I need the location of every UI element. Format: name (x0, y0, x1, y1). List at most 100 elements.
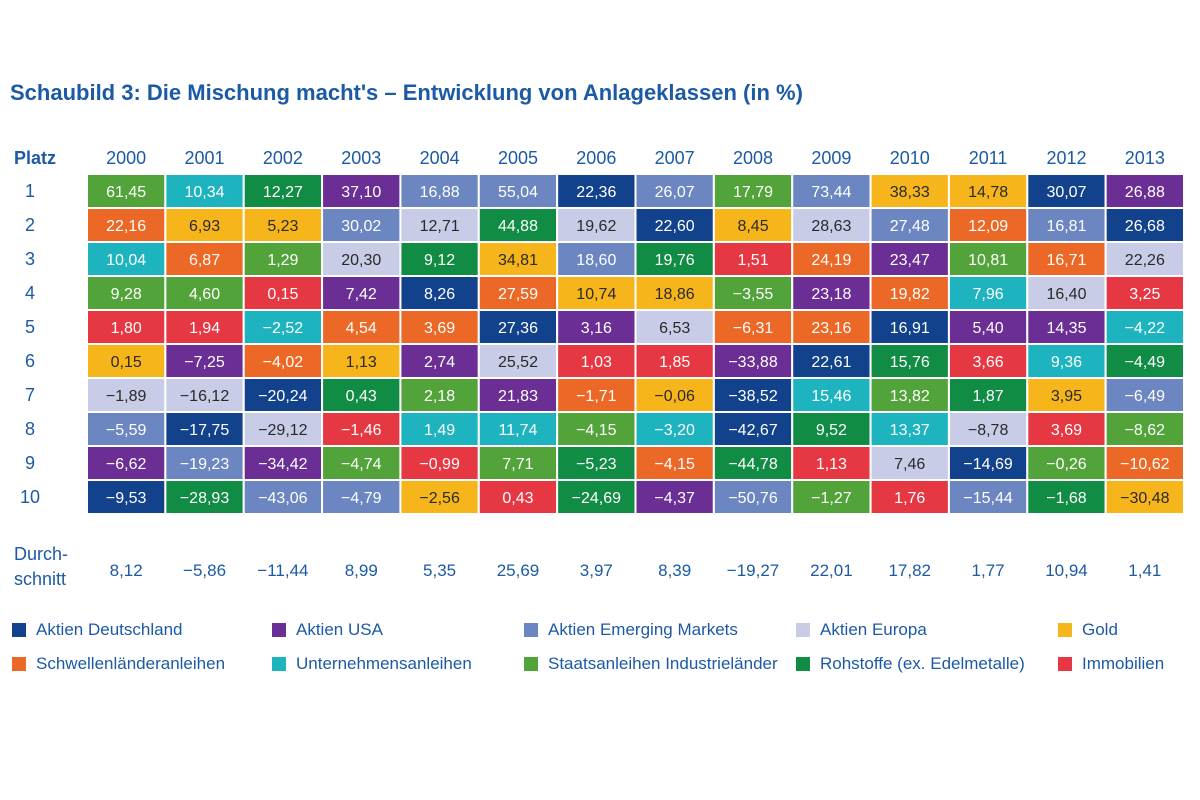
cell-value: 5,40 (973, 320, 1004, 337)
legend-label: Aktien Europa (820, 620, 927, 639)
table-cell (791, 241, 872, 277)
table-cell (86, 173, 167, 209)
cell-value: 55,04 (498, 184, 538, 201)
cell-value: 19,62 (576, 218, 616, 235)
cell-value: 9,28 (111, 286, 142, 303)
cell-value: 7,46 (894, 456, 925, 473)
cell-value: −1,27 (811, 490, 852, 507)
table-cell (164, 275, 245, 311)
table-cell (86, 207, 167, 243)
cell-value: −6,49 (1125, 388, 1166, 405)
cell-value: 24,19 (811, 252, 851, 269)
cell-value: −4,22 (1125, 320, 1166, 337)
table-cell (1026, 241, 1107, 277)
cell-value: 14,35 (1046, 320, 1086, 337)
legend: Aktien Deutschland Aktien USA Aktien Emerg… (12, 620, 1192, 680)
legend-label: Aktien Emerging Markets (548, 620, 738, 639)
legend-label: Staatsanleihen Industrieländer (548, 654, 778, 673)
year-header: 2012 (1046, 148, 1086, 168)
year-header: 2011 (969, 148, 1008, 168)
cell-value: −4,02 (263, 354, 304, 371)
cell-value: 26,68 (1125, 218, 1165, 235)
year-header: 2002 (263, 148, 303, 168)
table-cell (242, 173, 324, 209)
cell-value: 8,45 (737, 218, 768, 235)
cell-value: 22,60 (655, 218, 695, 235)
legend-label: Gold (1082, 620, 1118, 639)
cell-value: 3,95 (1051, 388, 1082, 405)
cell-value: −20,24 (258, 388, 307, 405)
cell-value: 2,74 (424, 354, 455, 371)
cell-value: −4,37 (654, 490, 695, 507)
table-cell (556, 309, 637, 345)
cell-value: 1,03 (581, 354, 612, 371)
legend-label: Aktien Deutschland (36, 620, 183, 639)
cell-value: 26,88 (1125, 184, 1165, 201)
table-cell (712, 479, 794, 515)
cell-value: −1,71 (576, 388, 617, 405)
cell-value: −5,23 (576, 456, 617, 473)
cell-value: −7,25 (184, 354, 225, 371)
legend-swatch (796, 657, 810, 671)
table-cell (399, 411, 480, 447)
cell-value: 9,52 (816, 422, 847, 439)
table-cell (477, 479, 559, 515)
cell-value: 16,91 (890, 320, 930, 337)
rank-label: 3 (25, 249, 35, 269)
legend-label: Immobilien (1082, 654, 1165, 673)
cell-value: 7,96 (973, 286, 1004, 303)
table-cell (869, 411, 950, 447)
cell-value: 1,87 (973, 388, 1004, 405)
cell-value: −9,53 (106, 490, 147, 507)
table-cell (242, 241, 324, 277)
year-header: 2006 (576, 148, 616, 168)
average-value: −5,86 (183, 561, 226, 580)
year-header: 2004 (420, 148, 460, 168)
legend-item: Unternehmensanleihen (272, 654, 472, 674)
cell-value: 44,88 (498, 218, 538, 235)
cell-value: 1,51 (737, 252, 768, 269)
legend-swatch (796, 623, 810, 637)
table-cell (556, 275, 637, 311)
average-value: −11,44 (257, 561, 308, 580)
cell-value: 12,27 (263, 184, 303, 201)
year-header: 2010 (890, 148, 930, 168)
chart-title: Schaubild 3: Die Mischung macht's – Entw… (10, 80, 803, 105)
table-cell (164, 309, 245, 345)
cell-value: 3,16 (581, 320, 612, 337)
cell-value: 27,36 (498, 320, 538, 337)
cell-value: 13,82 (890, 388, 930, 405)
year-header: 2009 (811, 148, 851, 168)
table-cell (399, 479, 480, 515)
ranking-table-chart: Platz 2000 2001 2002 2003 2004 2005 2006 2007 200… (14, 148, 1185, 589)
average-value: 3,97 (580, 561, 613, 580)
cell-value: 16,40 (1046, 286, 1086, 303)
cell-value: 7,42 (346, 286, 377, 303)
legend-label: Unternehmensanleihen (296, 654, 472, 673)
table-cell (634, 343, 715, 379)
table-cell (164, 343, 245, 379)
year-header: 2013 (1125, 148, 1165, 168)
cell-value: 1,49 (424, 422, 455, 439)
legend-label: Rohstoffe (ex. Edelmetalle) (820, 654, 1025, 673)
table-cell (1026, 343, 1107, 379)
cell-value: 21,83 (498, 388, 538, 405)
table-cell (556, 241, 637, 277)
table-cell (242, 343, 324, 379)
rank-label: 5 (25, 317, 35, 337)
legend-item: Schwellenländeranleihen (12, 654, 225, 674)
cell-value: 9,12 (424, 252, 455, 269)
table-cell (1104, 479, 1185, 515)
table-cell (86, 479, 167, 515)
table-cell (791, 343, 872, 379)
legend-swatch (272, 623, 286, 637)
cell-value: −30,48 (1120, 490, 1169, 507)
cell-value: 12,71 (420, 218, 460, 235)
cell-value: 23,47 (890, 252, 930, 269)
cell-value: −0,99 (419, 456, 460, 473)
cell-value: −34,42 (258, 456, 307, 473)
table-cell (1104, 207, 1185, 243)
cell-value: −2,52 (263, 320, 304, 337)
table-cell (791, 207, 872, 243)
cell-value: 37,10 (341, 184, 381, 201)
